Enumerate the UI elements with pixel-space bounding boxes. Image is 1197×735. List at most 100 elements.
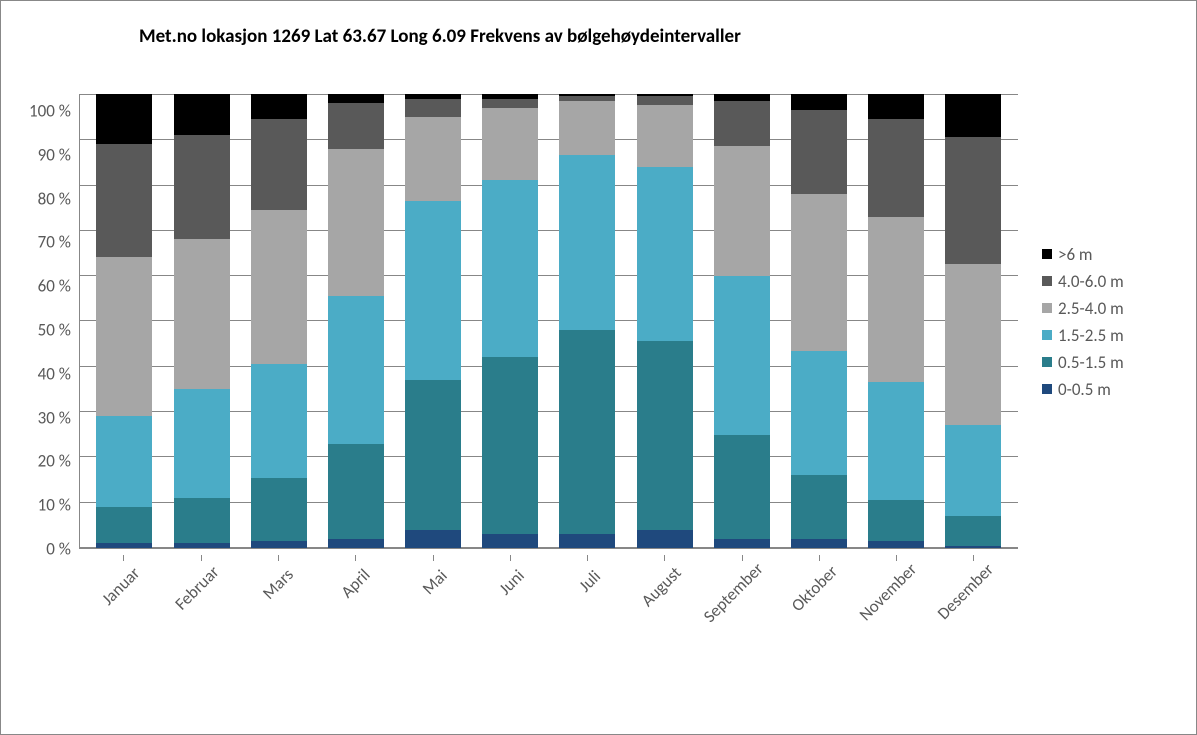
tick-mark: [896, 555, 897, 561]
y-tick: 80 %: [38, 190, 71, 207]
x-tick-label: November: [855, 559, 921, 625]
bar-column: [163, 94, 240, 548]
plot-wrapper: Januar Februar Mars AprilMai Juni Juli August S…: [79, 94, 1018, 664]
bar-segment: [868, 217, 924, 383]
legend-label: >6 m: [1058, 244, 1093, 265]
bar-segment: [791, 475, 847, 539]
tick-mark: [664, 555, 665, 561]
x-tick-label: Desember: [933, 559, 998, 624]
bar-segment: [251, 119, 307, 210]
bar: [174, 94, 230, 548]
bar-segment: [868, 382, 924, 500]
bar-segment: [637, 96, 693, 105]
bar: [868, 94, 924, 548]
bar-segment: [328, 149, 384, 297]
bar-segment: [559, 101, 615, 155]
bar-column: [935, 94, 1012, 548]
tick-mark: [123, 555, 124, 561]
tick-mark: [742, 555, 743, 561]
y-tick: 70 %: [38, 234, 71, 251]
x-tick-label: August: [637, 562, 686, 611]
bar-segment: [251, 541, 307, 548]
legend-item: 1.5-2.5 m: [1042, 325, 1168, 346]
legend-label: 2.5-4.0 m: [1058, 298, 1124, 319]
x-tick-wrapper: August: [626, 555, 703, 645]
bar-segment: [174, 389, 230, 498]
bar-column: [549, 94, 626, 548]
bar: [559, 94, 615, 548]
bar-segment: [791, 351, 847, 476]
tick-mark: [278, 555, 279, 561]
y-tick: 30 %: [38, 409, 71, 426]
bar-segment: [714, 146, 770, 275]
bar-segment: [714, 435, 770, 539]
x-tick-label: Februar: [170, 561, 223, 614]
x-tick-wrapper: Mai: [394, 555, 471, 645]
bar-segment: [791, 94, 847, 110]
bar-segment: [96, 257, 152, 416]
legend-label: 4.0-6.0 m: [1058, 271, 1124, 292]
x-tick-wrapper: Juli: [548, 555, 625, 645]
y-tick: 90 %: [38, 146, 71, 163]
legend-swatch: [1042, 330, 1052, 340]
plot-area: [79, 94, 1018, 549]
legend-swatch: [1042, 384, 1052, 394]
bar-segment: [868, 541, 924, 548]
bar-segment: [714, 276, 770, 435]
bar-column: [858, 94, 935, 548]
x-tick-label: September: [699, 558, 768, 627]
bar-segment: [405, 99, 461, 117]
bar-segment: [96, 144, 152, 258]
x-tick-wrapper: Juni: [471, 555, 548, 645]
bar-segment: [714, 101, 770, 146]
x-tick-label: Oktober: [787, 561, 842, 616]
bar-segment: [945, 264, 1001, 425]
y-tick: 10 %: [38, 497, 71, 514]
x-tick-label: Januar: [98, 563, 145, 610]
bar-segment: [328, 296, 384, 444]
y-tick: 0 %: [46, 540, 71, 557]
tick-mark: [510, 555, 511, 561]
bar-segment: [559, 330, 615, 534]
bar-column: [317, 94, 394, 548]
bar-column: [472, 94, 549, 548]
x-tick-wrapper: Mars: [239, 555, 316, 645]
bar-segment: [945, 94, 1001, 137]
bar: [405, 94, 461, 548]
y-tick: 20 %: [38, 453, 71, 470]
legend-label: 1.5-2.5 m: [1058, 325, 1124, 346]
y-tick: 100 %: [29, 103, 71, 120]
bar-segment: [945, 425, 1001, 516]
bar: [945, 94, 1001, 548]
x-tick-wrapper: November: [858, 555, 935, 645]
bar: [714, 94, 770, 548]
bar-segment: [328, 539, 384, 548]
bar-segment: [96, 507, 152, 543]
x-tick-wrapper: April: [317, 555, 394, 645]
bar-column: [626, 94, 703, 548]
x-tick-wrapper: Januar: [85, 555, 162, 645]
bar-column: [395, 94, 472, 548]
bar-segment: [637, 341, 693, 529]
bar-segment: [945, 137, 1001, 264]
legend-label: 0.5-1.5 m: [1058, 352, 1124, 373]
bar-segment: [637, 167, 693, 342]
x-tick-label: Mars: [258, 564, 298, 604]
bars: [80, 94, 1018, 548]
bar-segment: [251, 364, 307, 478]
x-tick-wrapper: Desember: [935, 555, 1012, 645]
bar-column: [86, 94, 163, 548]
tick-mark: [587, 555, 588, 561]
bar-segment: [559, 534, 615, 548]
tick-mark: [819, 555, 820, 561]
x-tick-label: Juni: [494, 565, 528, 599]
bar-segment: [868, 500, 924, 541]
legend: >6 m 4.0-6.0 m 2.5-4.0 m 1.5-2.5 m 0.5-1.5 m…: [1018, 94, 1168, 549]
bar-segment: [482, 99, 538, 108]
x-tick-label: Juli: [575, 566, 606, 597]
bar: [791, 94, 847, 548]
bar-segment: [714, 94, 770, 101]
bar-segment: [405, 380, 461, 530]
tick-mark: [355, 555, 356, 561]
bar-segment: [251, 478, 307, 542]
